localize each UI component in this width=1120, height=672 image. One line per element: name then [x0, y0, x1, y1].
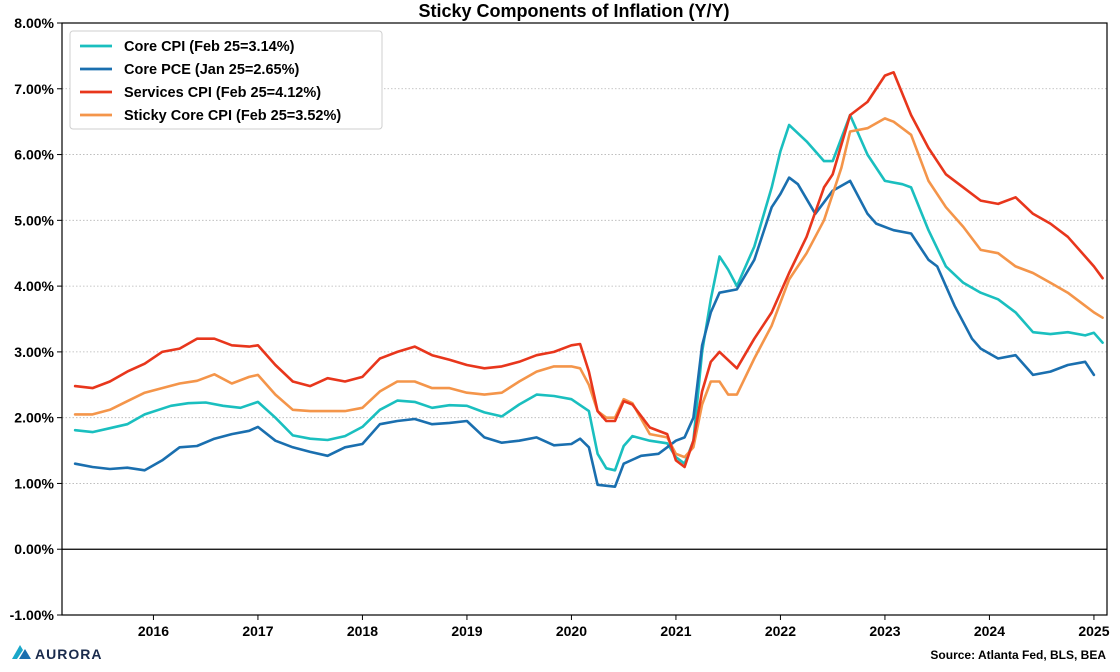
legend-label: Core CPI (Feb 25=3.14%) — [124, 39, 295, 55]
legend-box — [69, 30, 383, 130]
y-tick-label: 2.00% — [14, 410, 54, 426]
legend-label: Core PCE (Jan 25=2.65%) — [124, 62, 299, 78]
y-tick-label: 8.00% — [14, 15, 54, 31]
x-tick-label: 2020 — [556, 623, 587, 639]
y-tick-label: 1.00% — [14, 475, 54, 491]
x-tick-label: 2018 — [347, 623, 378, 639]
y-tick-label: 5.00% — [14, 212, 54, 228]
y-tick-label: 3.00% — [14, 344, 54, 360]
y-axis: -1.00% 0.00% 1.00% 2.00% 3.00% 4.00% 5.00% 6.00… — [10, 15, 62, 623]
brand-name: AURORA — [35, 646, 102, 662]
x-tick-label: 2022 — [765, 623, 796, 639]
aurora-logo-icon — [12, 645, 31, 659]
plot-frame — [61, 22, 1108, 616]
y-tick-label: 0.00% — [14, 541, 54, 557]
brand-logo: AURORA — [12, 645, 102, 662]
legend: Core CPI (Feb 25=3.14%) Core PCE (Jan 25=… — [69, 30, 383, 130]
series-layer — [73, 71, 1104, 488]
grid-lines — [62, 88, 1107, 484]
x-tick-label: 2024 — [974, 623, 1005, 639]
y-tick-label: 7.00% — [14, 81, 54, 97]
x-tick-label: 2023 — [869, 623, 900, 639]
legend-label: Sticky Core CPI (Feb 25=3.52%) — [124, 108, 341, 124]
y-tick-label: 6.00% — [14, 147, 54, 163]
x-tick-label: 2017 — [242, 623, 273, 639]
x-tick-label: 2016 — [138, 623, 169, 639]
series-line-0 — [73, 113, 1104, 472]
chart-title: Sticky Components of Inflation (Y/Y) — [418, 1, 729, 21]
series-line-1 — [73, 176, 1096, 488]
legend-label: Services CPI (Feb 25=4.12%) — [124, 85, 321, 101]
source-note: Source: Atlanta Fed, BLS, BEA — [930, 648, 1106, 662]
x-tick-label: 2025 — [1078, 623, 1109, 639]
x-tick-label: 2021 — [660, 623, 691, 639]
series-line-2 — [73, 71, 1104, 469]
x-axis: 2016 2017 2018 2019 2020 2021 2022 2023 2024 2025 — [138, 615, 1110, 639]
y-tick-label: -1.00% — [10, 607, 55, 623]
x-tick-label: 2019 — [451, 623, 482, 639]
y-tick-label: 4.00% — [14, 278, 54, 294]
